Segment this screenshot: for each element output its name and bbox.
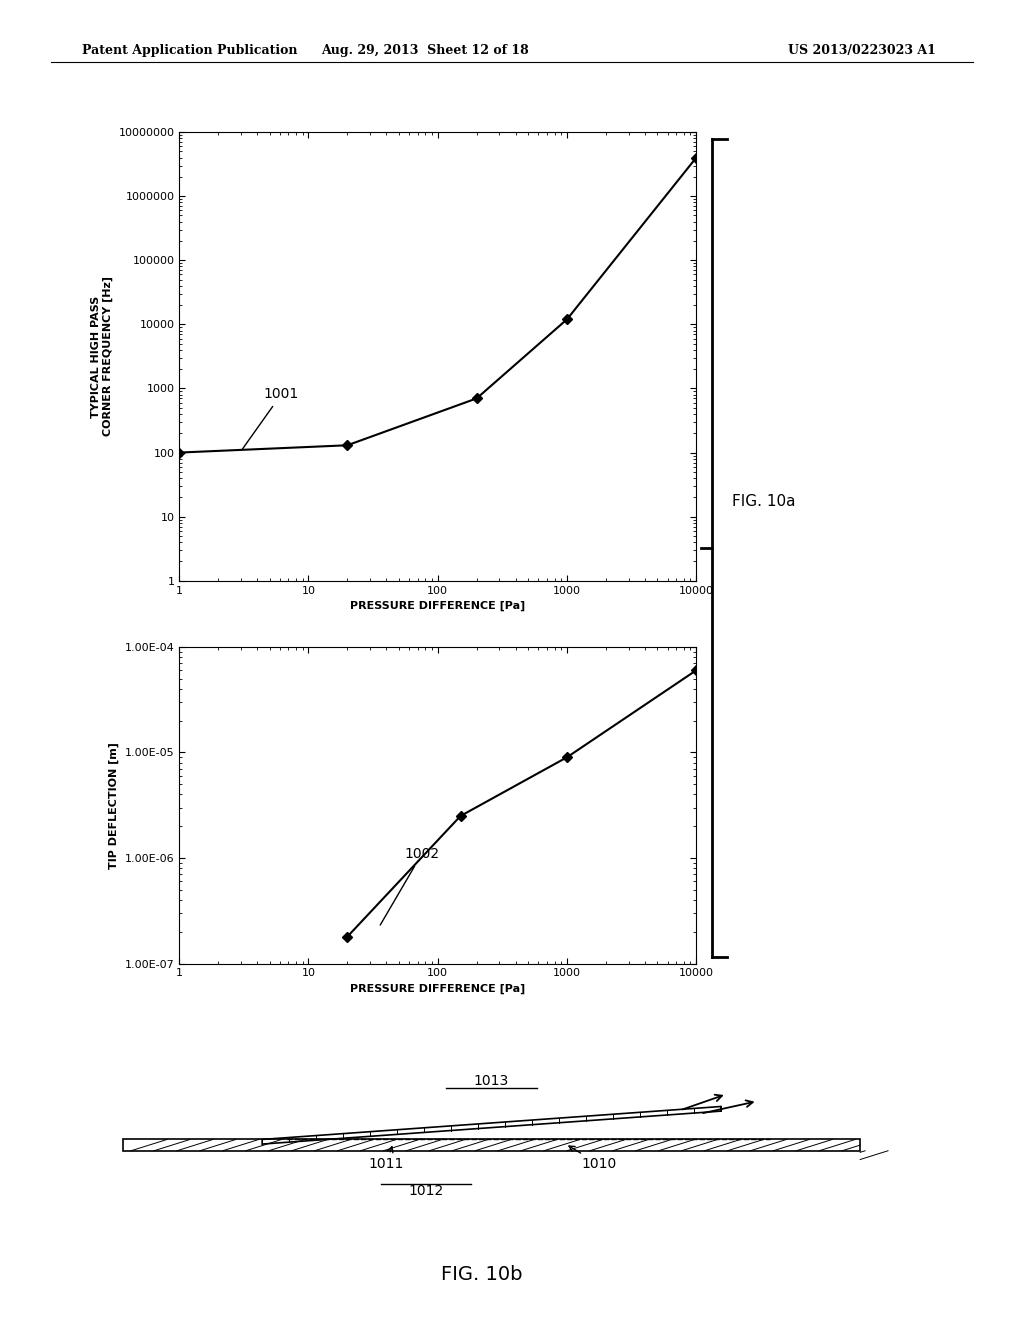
Text: Patent Application Publication: Patent Application Publication bbox=[82, 44, 297, 57]
Text: 1012: 1012 bbox=[409, 1184, 443, 1197]
Text: 1001: 1001 bbox=[243, 387, 299, 449]
Text: 1002: 1002 bbox=[380, 847, 439, 925]
Text: 1011: 1011 bbox=[369, 1147, 404, 1171]
Text: Aug. 29, 2013  Sheet 12 of 18: Aug. 29, 2013 Sheet 12 of 18 bbox=[322, 44, 528, 57]
Text: 1013: 1013 bbox=[474, 1074, 509, 1089]
Text: FIG. 10b: FIG. 10b bbox=[440, 1265, 522, 1283]
Text: US 2013/0223023 A1: US 2013/0223023 A1 bbox=[788, 44, 936, 57]
Y-axis label: TIP DEFLECTION [m]: TIP DEFLECTION [m] bbox=[109, 742, 119, 869]
Text: FIG. 10a: FIG. 10a bbox=[732, 494, 796, 510]
X-axis label: PRESSURE DIFFERENCE [Pa]: PRESSURE DIFFERENCE [Pa] bbox=[350, 983, 525, 994]
Y-axis label: TYPICAL HIGH PASS
CORNER FREQUENCY [Hz]: TYPICAL HIGH PASS CORNER FREQUENCY [Hz] bbox=[91, 276, 113, 437]
Text: 1010: 1010 bbox=[569, 1146, 616, 1171]
X-axis label: PRESSURE DIFFERENCE [Pa]: PRESSURE DIFFERENCE [Pa] bbox=[350, 601, 525, 611]
